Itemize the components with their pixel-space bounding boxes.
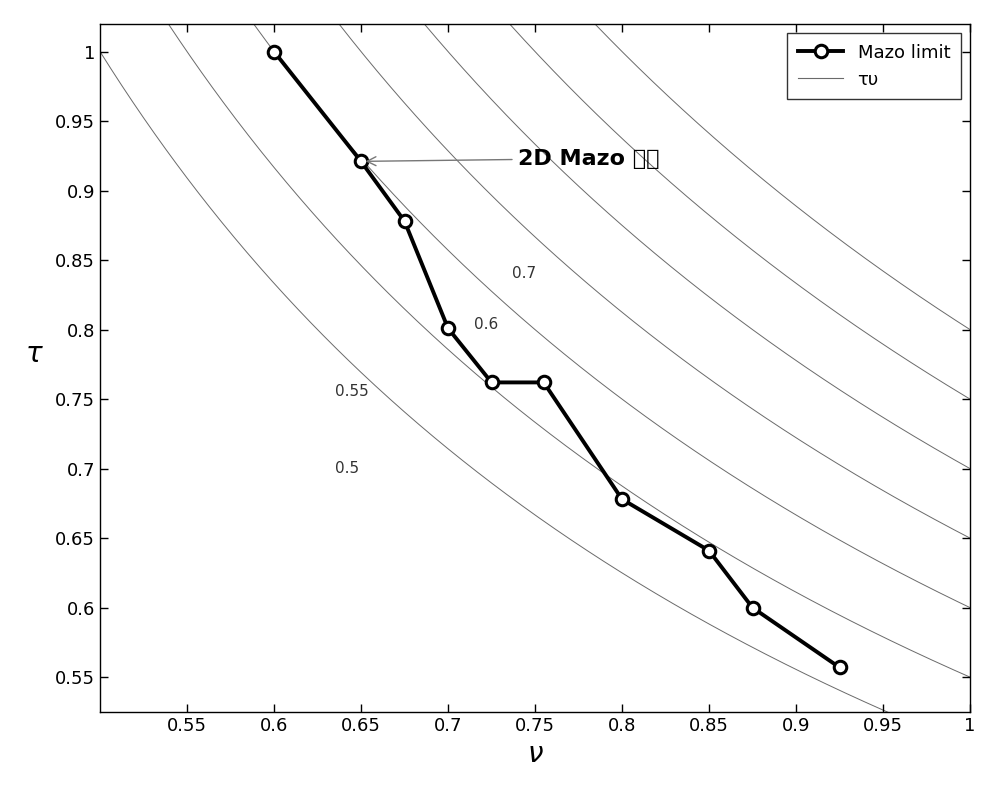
Y-axis label: τ: τ — [26, 340, 43, 368]
Text: 0.5: 0.5 — [335, 460, 359, 475]
Text: 0.55: 0.55 — [335, 384, 369, 399]
X-axis label: ν: ν — [527, 740, 543, 768]
Text: 0.6: 0.6 — [474, 317, 498, 332]
Legend: Mazo limit, τυ: Mazo limit, τυ — [787, 32, 961, 100]
Text: 0.7: 0.7 — [512, 266, 537, 281]
Text: 2D Mazo 极限: 2D Mazo 极限 — [367, 149, 659, 168]
